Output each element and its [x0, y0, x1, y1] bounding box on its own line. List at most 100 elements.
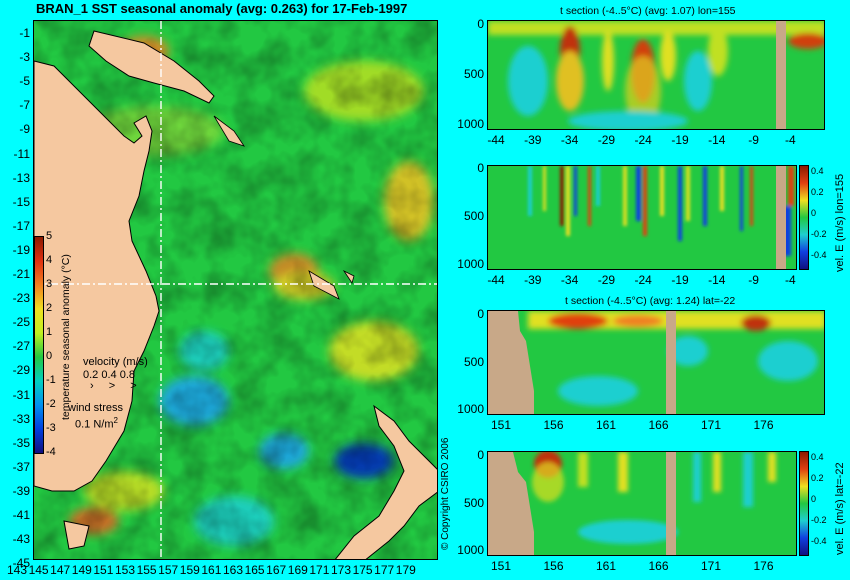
p4-x-tick: 171: [700, 559, 722, 573]
p2-colorbar-tick: 0.4: [811, 166, 824, 176]
map-lat-label: -5: [19, 74, 30, 89]
panel4-svg: [488, 452, 796, 555]
p4-x-tick: 151: [490, 559, 512, 573]
map-colorbar-tick: -4: [46, 446, 56, 458]
p1-x-tick: -34: [560, 133, 579, 147]
panel3-title: t section (-4..5°C) (avg: 1.24) lat=-22: [565, 295, 736, 307]
p1-x-tick: -29: [597, 133, 616, 147]
p4-colorbar-tick: -0.4: [811, 536, 827, 546]
p2-colorbar-tick: -0.4: [811, 250, 827, 260]
map-colorbar-tick: 5: [46, 230, 53, 242]
p1-x-tick: -19: [671, 133, 689, 147]
map-colorbar-tick: 1: [46, 326, 53, 338]
map-lon-label: 145: [28, 563, 49, 577]
map-lat-label: -43: [12, 532, 30, 547]
map-lon-label: 165: [244, 563, 265, 577]
p2-colorbar-tick: 0.2: [811, 187, 824, 197]
map-colorbar-tick: 2: [46, 302, 53, 314]
panel1-svg: [488, 21, 824, 129]
p1-x-tick: -14: [708, 133, 726, 147]
map-lon-label: 163: [222, 563, 244, 577]
main-title: BRAN_1 SST seasonal anomaly (avg: 0.263)…: [36, 1, 408, 16]
map-lon-label: 147: [50, 563, 71, 577]
p4-colorbar-tick: 0.2: [811, 473, 824, 483]
map-lat-label: -11: [13, 146, 30, 161]
p3-y-tick: 500: [463, 354, 484, 369]
sst-map-svg: [34, 21, 437, 559]
p2-x-tick: -29: [597, 273, 616, 287]
velocity-legend-scale: 0.2 0.4 0.8: [83, 369, 135, 381]
map-lat-label: -35: [12, 435, 30, 450]
panel4-plot: [487, 451, 797, 556]
p3-y-tick: 1000: [457, 402, 484, 416]
map-lon-label: 157: [158, 563, 179, 577]
panel4-colorbar-label: vel. E (m/s) lat=-22: [834, 462, 846, 555]
p4-x-tick: 166: [648, 559, 669, 573]
p4-x-tick: 176: [753, 559, 774, 573]
panel2-colorbar-label: vel. E (m/s) lon=155: [834, 173, 846, 272]
panel4-colorbar: [799, 451, 809, 556]
p2-x-tick: -24: [634, 273, 652, 287]
map-colorbar-label: temperature seasonal anomaly (°C): [60, 254, 72, 420]
map-lat-label: -45: [12, 556, 30, 571]
p4-colorbar-tick: 0.4: [811, 452, 824, 462]
map-lon-label: 153: [114, 563, 136, 577]
map-lat-label: -15: [12, 194, 30, 209]
p2-colorbar-tick: -0.2: [811, 229, 827, 239]
p2-x-tick: -14: [708, 273, 726, 287]
map-lon-label: 161: [201, 563, 222, 577]
p2-x-tick: -4: [785, 273, 796, 287]
p2-colorbar-tick: 0: [811, 208, 817, 218]
map-colorbar-tick: -3: [46, 422, 56, 434]
map-lon-label: 179: [395, 563, 416, 577]
p1-x-tick: -4: [785, 133, 796, 147]
panel2-svg: [488, 166, 796, 269]
map-lon-label: 175: [352, 563, 373, 577]
map-colorbar-tick: 3: [46, 278, 53, 290]
map-lat-label: -3: [19, 50, 30, 65]
p3-x-tick: 161: [595, 418, 617, 432]
map-lat-label: -41: [12, 508, 30, 522]
p4-x-tick: 161: [595, 559, 617, 573]
p2-x-tick: -19: [671, 273, 689, 287]
p3-x-tick: 171: [700, 418, 722, 432]
map-lat-label: -7: [19, 98, 30, 113]
velocity-legend-arrows: › > >: [90, 380, 143, 392]
p1-y-tick: 0: [477, 17, 484, 31]
map-lon-label: 171: [309, 563, 330, 577]
p3-x-tick: 166: [648, 418, 669, 432]
map-colorbar-tick: -1: [46, 374, 56, 386]
map-colorbar: [34, 236, 44, 454]
map-colorbar-tick: 0: [46, 350, 53, 362]
map-lon-label: 173: [330, 563, 352, 577]
map-lon-label: 143: [6, 563, 28, 577]
map-lat-label: -27: [12, 339, 30, 354]
map-lat-label: -23: [12, 291, 30, 306]
map-lat-label: -25: [12, 315, 30, 330]
p2-x-tick: -34: [560, 273, 579, 287]
sst-map: [33, 20, 438, 560]
map-lon-label: 177: [374, 563, 395, 577]
panel1-title: t section (-4..5°C) (avg: 1.07) lon=155: [560, 5, 736, 17]
wind-legend-scale: 0.1 N/m2: [75, 416, 118, 431]
map-lon-label: 149: [71, 563, 92, 577]
map-lat-label: -33: [12, 411, 30, 426]
map-lat-label: -39: [12, 483, 30, 498]
p1-x-tick: -9: [748, 133, 759, 147]
map-lat-label: -17: [12, 218, 30, 233]
p3-x-tick: 156: [543, 418, 564, 432]
p2-x-tick: -44: [487, 273, 505, 287]
panel2-colorbar: [799, 165, 809, 270]
p2-y-tick: 500: [463, 209, 484, 223]
p1-x-tick: -44: [487, 133, 505, 147]
map-lon-label: 151: [93, 563, 114, 577]
map-colorbar-tick: 4: [46, 254, 53, 266]
p3-x-tick: 151: [490, 418, 512, 432]
panel3-svg: [488, 311, 824, 414]
p2-x-tick: -39: [524, 273, 542, 287]
p2-y-tick: 1000: [457, 257, 484, 271]
p2-y-tick: 0: [477, 161, 484, 175]
p4-colorbar-tick: 0: [811, 494, 817, 504]
map-lon-label: 155: [136, 563, 157, 577]
map-lat-label: -19: [12, 242, 30, 257]
